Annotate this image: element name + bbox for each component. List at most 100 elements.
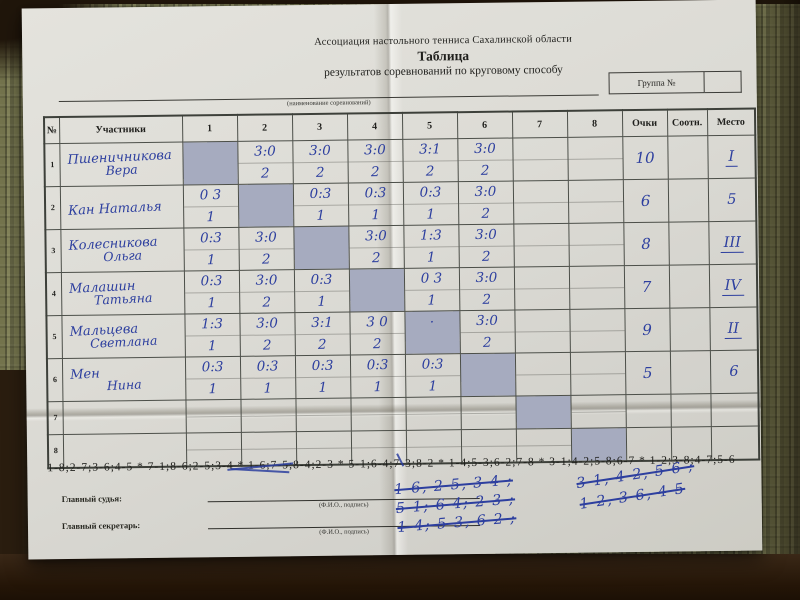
score: 3:0 (458, 224, 514, 247)
score (514, 266, 569, 290)
points-cell (625, 393, 671, 428)
score: 0:3 (185, 356, 240, 380)
score: 3:0 (237, 140, 293, 164)
score: 3:0 (457, 138, 513, 161)
games (513, 159, 567, 180)
games: 2 (262, 293, 272, 311)
col-header-participants: Участники (58, 115, 183, 144)
col-header-8: 8 (566, 110, 623, 137)
score: 3:0 (348, 225, 404, 249)
score: 3:0 (238, 226, 294, 250)
result-cell (569, 308, 625, 352)
chief-judge-label: Главный судья: (61, 493, 122, 505)
games: 2 (261, 250, 271, 268)
chief-secretary-label: Главный секретарь: (61, 520, 141, 532)
score: 3:0 (239, 312, 295, 336)
score: 3:0 (239, 269, 294, 293)
points-cell: 8 (623, 221, 669, 266)
result-cell (240, 398, 296, 432)
place-value: 6 (729, 363, 739, 380)
result-cell: 3:0 2 (458, 266, 515, 311)
score: 0:3 (240, 355, 295, 379)
score (568, 179, 623, 203)
games: 1 (371, 206, 381, 223)
games: 2 (262, 336, 272, 354)
games: 1 (206, 208, 216, 225)
wood-table-surface (0, 554, 800, 600)
score: 3:0 (459, 310, 515, 333)
score: 0:3 (294, 269, 349, 292)
participant-name: Малашин Татьяна (60, 270, 185, 316)
score (513, 180, 568, 204)
results-table: № Участники 1 2 3 4 5 6 7 8 Очки Соотн. … (42, 107, 761, 469)
games: 2 (371, 249, 381, 266)
result-cell (512, 179, 569, 224)
games (571, 374, 625, 395)
score (567, 136, 623, 160)
points-cell: 7 (623, 264, 670, 309)
result-cell: 1:3 1 (403, 224, 459, 268)
result-cell (567, 179, 624, 223)
result-cell (570, 394, 626, 428)
games (514, 245, 568, 266)
games (183, 163, 237, 184)
result-cell: 0:3 1 (294, 354, 351, 399)
result-cell: 3:0 2 (459, 309, 515, 354)
games: 1 (208, 380, 218, 397)
games: 2 (481, 205, 491, 222)
col-header-3: 3 (291, 113, 348, 141)
games (186, 416, 240, 432)
games (568, 159, 622, 180)
place-cell (710, 392, 759, 427)
score (514, 309, 570, 332)
col-header-ratio: Соотн. (666, 109, 708, 136)
score: 0:3 (183, 227, 239, 251)
score: 0 3 (404, 267, 459, 291)
games (516, 412, 570, 428)
participant-name-line1 (63, 414, 185, 420)
result-cell: 3:1 2 (402, 138, 458, 182)
result-cell-diagonal (182, 140, 238, 185)
group-value (704, 70, 742, 94)
games (461, 375, 515, 396)
result-cell: 3:0 2 (457, 180, 514, 225)
score (295, 398, 351, 416)
games: 1 (207, 337, 217, 354)
result-cell-diagonal (459, 352, 516, 397)
col-header-4: 4 (346, 112, 403, 140)
score: 3:1 (294, 312, 350, 335)
games: 1 (428, 377, 438, 395)
result-cell: 3:0 2 (237, 140, 293, 184)
score (570, 351, 625, 375)
place-value: IV (721, 277, 745, 296)
games: 2 (481, 248, 491, 265)
col-header-points: Очки (621, 109, 668, 137)
row-number: 2 (44, 186, 61, 230)
games: 2 (260, 164, 270, 182)
col-header-place: Место (706, 108, 756, 136)
score (516, 428, 571, 446)
row-number: 4 (45, 272, 62, 316)
result-cell: 0:3 1 (347, 181, 404, 226)
score: 1:3 (403, 224, 459, 248)
result-cell: 0:3 1 (183, 269, 240, 314)
place-cell: 5 (707, 177, 757, 222)
score: 0:3 (293, 183, 348, 206)
col-header-5: 5 (401, 112, 458, 139)
participant-name-line1: Кан Наталья (67, 198, 162, 219)
score (241, 431, 296, 450)
result-cell: 0:3 1 (184, 355, 241, 400)
score (461, 429, 516, 447)
results-table-wrap: № Участники 1 2 3 4 5 6 7 8 Очки Соотн. … (42, 107, 761, 469)
result-cell (568, 222, 624, 266)
games (570, 288, 624, 309)
result-cell: 3:0 2 (457, 137, 513, 182)
games: 2 (480, 162, 490, 179)
row-number: 5 (46, 315, 62, 359)
row-number: 3 (45, 229, 61, 273)
col-header-7: 7 (511, 110, 568, 138)
place-value: II (724, 320, 743, 339)
games: 2 (482, 334, 492, 351)
result-cell: 0:3 1 (292, 182, 349, 227)
